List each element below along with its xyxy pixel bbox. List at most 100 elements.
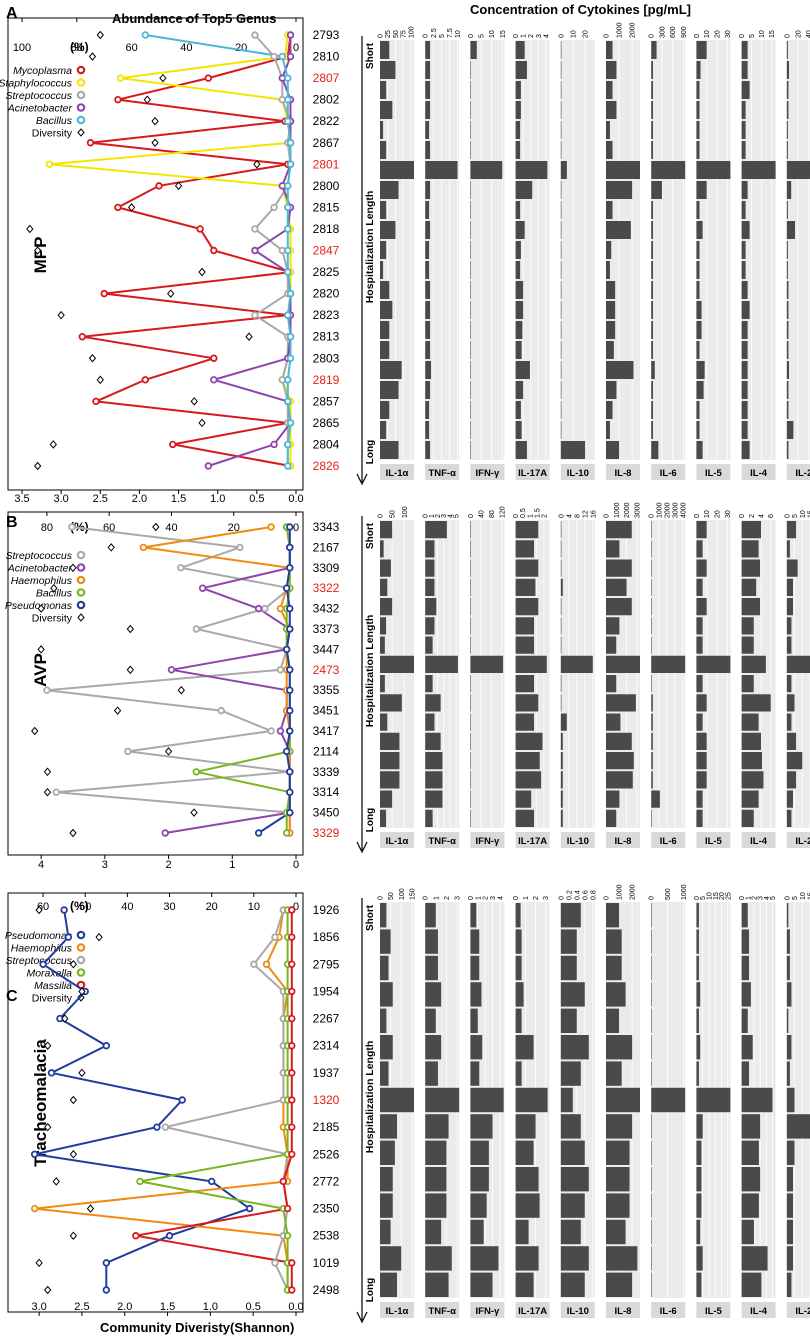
cytokine-bar [696,401,700,419]
legend-label: Streptococcus [5,955,72,967]
diversity-point [69,563,77,573]
series-point [284,311,292,319]
cytokine-tick-label: 0 [694,34,701,38]
cytokine-tick-label: 20 [715,510,722,518]
cytokine-bar [651,1167,652,1192]
cytokine-bar [470,341,471,359]
diversity-point [245,332,253,341]
cytokine-strip [696,1302,731,1318]
series-point [286,543,294,552]
cytokine-bar [380,381,399,399]
sample-id: 2795 [313,957,340,971]
cytokine-bar [696,675,703,693]
cytokine-strip [606,1302,640,1318]
cytokine-bar [425,441,431,459]
diversity-point [96,375,104,385]
sample-id: 2815 [313,200,340,214]
cytokine-bar [515,1193,540,1218]
cytokine-bar [696,1272,702,1297]
series-point [167,666,176,674]
cytokine-bar [606,281,616,299]
cytokine-bar [470,598,471,616]
cytokine-tick-label: 4 [764,896,771,900]
cytokine-bar [741,361,748,379]
cytokine-tick-label: 10 [455,30,462,38]
cytokine-tick-label: 4 [543,34,550,38]
cytokine-bar [560,598,562,616]
cytokine-tick-label: 15 [713,892,720,900]
cytokine-bar [786,1272,792,1297]
cytokine-bar [696,598,707,616]
diversity-point [69,1231,78,1240]
diversity-point [143,95,151,104]
diversity-point [127,203,136,212]
cytokine-bar [651,929,652,954]
cytokine-bar [606,1061,622,1086]
cytokine-bar [696,221,703,239]
series-point [236,543,244,552]
cytokine-tick-label: 2 [528,34,535,38]
diversity-point [159,73,167,83]
cytokine-bar [560,578,563,596]
cytokine-tick-label: 15 [807,510,810,518]
diversity-point [61,1014,69,1023]
cytokine-bar [380,521,393,539]
cytokine-bar [560,617,562,635]
cytokine-bar [651,361,655,379]
cytokine-column: 0 10 20 30 IL-5 [694,30,732,480]
cytokine-tick-label: 10 [800,892,807,900]
cytokine-column: 0 40 80 120 IFN-γ [468,506,506,848]
cytokine-panel-bg [786,520,810,828]
cytokine-bar [696,955,699,981]
cytokine-bar [696,929,699,954]
cytokine-bar [560,221,562,239]
cytokine-bar [606,1246,638,1271]
cytokine-column: 0204060IL-2 [784,30,810,480]
cytokine-tick-label: 0.4 [574,890,581,900]
cytokine-bar [786,675,792,693]
cytokine-bar [425,1272,449,1297]
cytokine-tick-label: 120 [499,506,506,518]
cytokine-bar [651,1114,652,1139]
diversity-point [126,665,134,675]
cytokine-bar [741,955,750,981]
sample-id: 3447 [313,642,340,656]
cytokine-bar [696,201,700,219]
cytokine-tick-label: 8 [574,514,581,518]
panel-A: A(%)100 80 60 40 20 03.5 3.0 2.5 2.0 1.5 1.0 0.5 0.0… [0,5,810,505]
cytokine-bar [606,790,620,808]
cytokine-bar [425,732,441,750]
cytokine-bar [696,732,707,750]
cytokine-bar [786,1246,793,1271]
sample-id: 3309 [313,561,340,575]
cytokine-bar [606,771,633,789]
cytokine-bar [606,401,613,419]
cytokine-bar [515,1061,522,1086]
bottom-tick-label: 0 [293,859,299,871]
cytokine-bar [786,101,789,119]
diversity-point [151,116,159,126]
cytokine-bar [696,559,707,577]
diversity-point [78,1068,86,1078]
cytokine-tick-label: 2000 [630,884,637,900]
cytokine-bar [380,713,388,731]
cytokine-bar [380,1167,393,1192]
cytokine-bar [425,201,430,219]
diversity-point [43,787,52,797]
cytokine-column: 0 1 2 3 4 IL-17A [513,34,550,480]
cytokine-bar [380,1140,395,1165]
cytokine-bar [651,771,653,789]
cytokine-bar [515,1272,534,1297]
series-point [283,1232,292,1240]
cytokine-name: IFN-γ [476,1306,500,1317]
series-point [282,747,291,756]
cytokine-bar [696,101,700,119]
series-point [288,1286,296,1294]
diversity-point [37,645,45,654]
panel-B: B (%)80 60 40 20 04 3 2 1 0AVPStreptococcusAcinet… [5,502,810,871]
sample-id: 2498 [313,1283,340,1297]
cytokine-bar [425,61,431,79]
cytokine-strip [560,1302,595,1318]
cytokine-bar [651,790,660,808]
cytokine-bar [470,181,471,199]
